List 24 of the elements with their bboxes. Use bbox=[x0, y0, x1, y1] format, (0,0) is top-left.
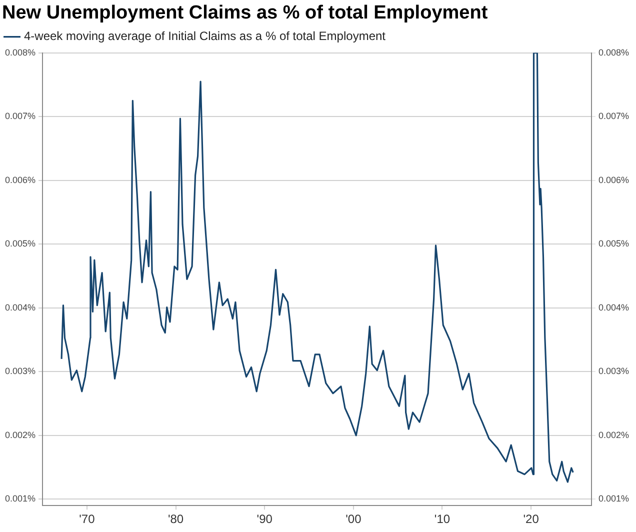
y2-tick-label: 0.005% bbox=[598, 238, 630, 249]
y2-tick-label: 0.001% bbox=[598, 494, 630, 504]
y-tick-label: 0.002% bbox=[4, 430, 36, 440]
y2-tick-label: 0.004% bbox=[598, 302, 630, 312]
y-tick-label: 0.001% bbox=[4, 494, 36, 504]
x-tick-label: '10 bbox=[434, 512, 450, 526]
x-tick-label: '70 bbox=[79, 512, 96, 526]
y-tick-label: 0.004% bbox=[4, 302, 36, 312]
y-tick-label: 0.006% bbox=[4, 174, 36, 185]
y2-tick-label: 0.003% bbox=[598, 366, 630, 376]
y-tick-label: 0.003% bbox=[4, 366, 36, 376]
x-tick-label: '20 bbox=[523, 512, 540, 526]
x-tick-label: '90 bbox=[256, 512, 273, 526]
y-tick-label: 0.005% bbox=[4, 238, 36, 249]
y-tick-label: 0.008% bbox=[4, 47, 36, 58]
y-tick-label: 0.007% bbox=[4, 111, 36, 122]
legend-label: 4-week moving average of Initial Claims as a % of total Employment bbox=[24, 29, 386, 44]
y2-tick-label: 0.008% bbox=[598, 47, 630, 58]
x-tick-label: '80 bbox=[168, 512, 184, 526]
y2-tick-label: 0.006% bbox=[598, 174, 630, 185]
y2-tick-label: 0.002% bbox=[598, 430, 630, 440]
y2-tick-label: 0.007% bbox=[598, 111, 630, 122]
chart-title: New Unemployment Claims as % of total Employment bbox=[2, 2, 488, 24]
x-tick-label: '00 bbox=[346, 512, 362, 526]
